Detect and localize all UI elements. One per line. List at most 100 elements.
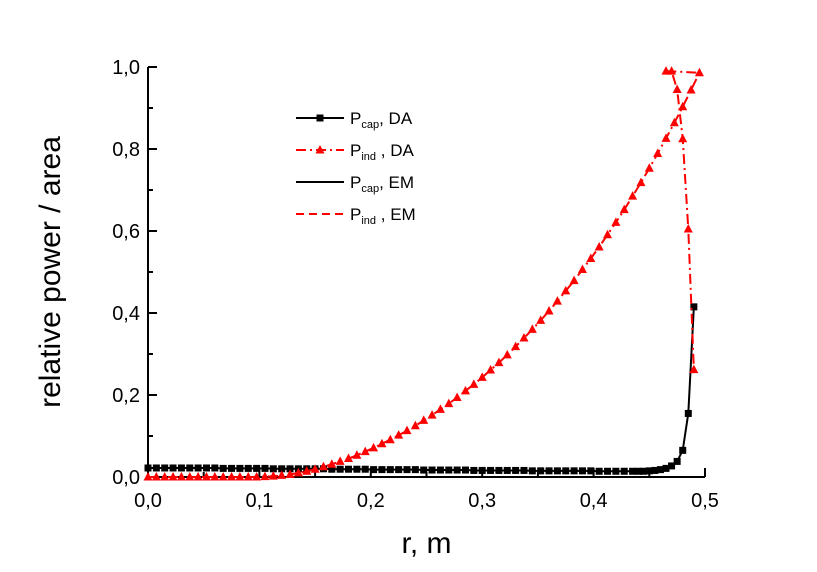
data-point bbox=[686, 84, 696, 94]
data-point bbox=[370, 466, 378, 474]
data-point bbox=[210, 472, 220, 481]
data-point bbox=[194, 464, 202, 472]
data-point bbox=[176, 472, 186, 481]
data-point bbox=[494, 357, 504, 367]
data-point bbox=[661, 133, 671, 142]
data-point bbox=[377, 438, 387, 448]
data-point bbox=[570, 467, 578, 475]
data-point bbox=[211, 464, 219, 472]
legend: Pcap, DA Pind , DA Pcap, EM Pind , EM bbox=[296, 109, 416, 227]
data-point bbox=[477, 372, 487, 381]
data-point bbox=[594, 241, 604, 251]
legend-entry-2: Pcap, EM bbox=[350, 173, 414, 195]
data-point bbox=[445, 466, 453, 474]
data-point bbox=[218, 472, 228, 481]
data-point bbox=[587, 467, 595, 475]
x-tick-label: 0,1 bbox=[245, 490, 273, 512]
data-point bbox=[228, 464, 236, 472]
data-point bbox=[152, 464, 160, 472]
x-tick-label: 0,3 bbox=[468, 490, 496, 512]
data-point bbox=[620, 467, 628, 475]
data-point bbox=[461, 466, 469, 474]
data-point bbox=[369, 442, 379, 452]
data-point bbox=[689, 364, 699, 374]
data-point bbox=[645, 467, 653, 475]
data-point bbox=[544, 305, 554, 315]
legend-marker bbox=[315, 145, 325, 154]
data-point bbox=[586, 253, 596, 262]
data-point bbox=[611, 217, 621, 226]
data-point bbox=[662, 464, 670, 472]
x-tick-label: 0,0 bbox=[134, 490, 162, 512]
data-point bbox=[470, 466, 478, 474]
data-point bbox=[428, 466, 436, 474]
plot-frame bbox=[147, 67, 705, 478]
data-point bbox=[537, 467, 545, 475]
data-point bbox=[360, 446, 370, 456]
data-point bbox=[644, 163, 654, 172]
data-point bbox=[420, 466, 428, 474]
data-point bbox=[243, 472, 253, 481]
x-tick-label: 0,5 bbox=[691, 490, 719, 512]
data-point bbox=[335, 456, 345, 465]
data-point bbox=[629, 467, 637, 475]
data-point bbox=[668, 462, 676, 470]
data-point bbox=[161, 464, 169, 472]
legend-entry-0: Pcap, DA bbox=[350, 109, 413, 131]
x-tick-label: 0,4 bbox=[580, 490, 608, 512]
y-tick-label: 0,4 bbox=[112, 303, 140, 325]
data-point bbox=[683, 223, 693, 233]
data-point bbox=[403, 466, 411, 474]
data-point bbox=[328, 465, 336, 473]
data-point bbox=[502, 349, 512, 359]
data-point bbox=[168, 472, 178, 481]
data-point bbox=[244, 464, 252, 472]
data-point bbox=[193, 472, 203, 481]
series-line-0 bbox=[148, 306, 695, 473]
data-point bbox=[268, 471, 278, 480]
y-axis-title: relative power / area bbox=[34, 136, 67, 408]
data-point bbox=[545, 467, 553, 475]
data-point bbox=[385, 434, 395, 444]
data-point bbox=[345, 465, 353, 473]
data-point bbox=[435, 404, 445, 413]
legend-entry-1: Pind , DA bbox=[350, 141, 414, 163]
data-point bbox=[378, 466, 386, 474]
data-point bbox=[512, 466, 520, 474]
data-point bbox=[327, 459, 337, 468]
data-point bbox=[595, 467, 603, 475]
data-point bbox=[619, 204, 629, 214]
data-point bbox=[160, 472, 170, 481]
data-point bbox=[452, 392, 462, 401]
data-point bbox=[604, 467, 612, 475]
data-point bbox=[361, 465, 369, 473]
data-point bbox=[527, 324, 537, 333]
data-point bbox=[577, 264, 587, 274]
y-tick-label: 0,8 bbox=[112, 139, 140, 161]
data-point bbox=[235, 472, 245, 481]
data-point bbox=[694, 67, 704, 77]
data-point bbox=[634, 467, 642, 475]
data-point bbox=[612, 467, 620, 475]
y-tick-label: 0,0 bbox=[112, 467, 140, 489]
y-tick-label: 1,0 bbox=[112, 57, 140, 79]
data-point bbox=[252, 472, 262, 481]
data-point bbox=[394, 430, 404, 439]
data-point bbox=[478, 466, 486, 474]
data-point bbox=[553, 467, 561, 475]
x-axis: 0,0 0,1 0,2 0,3 0,4 0,5 bbox=[134, 468, 719, 512]
data-point bbox=[318, 461, 328, 471]
data-point bbox=[528, 467, 536, 475]
data-point bbox=[651, 466, 659, 474]
legend-entry-3: Pind , EM bbox=[350, 205, 416, 227]
data-point bbox=[520, 466, 528, 474]
data-point bbox=[460, 385, 470, 395]
x-axis-title: r, m bbox=[402, 527, 452, 560]
data-point bbox=[690, 303, 698, 311]
data-point bbox=[519, 333, 529, 342]
y-tick-label: 0,6 bbox=[112, 221, 140, 243]
data-point bbox=[386, 466, 394, 474]
data-point bbox=[469, 379, 479, 388]
data-point bbox=[286, 465, 294, 473]
